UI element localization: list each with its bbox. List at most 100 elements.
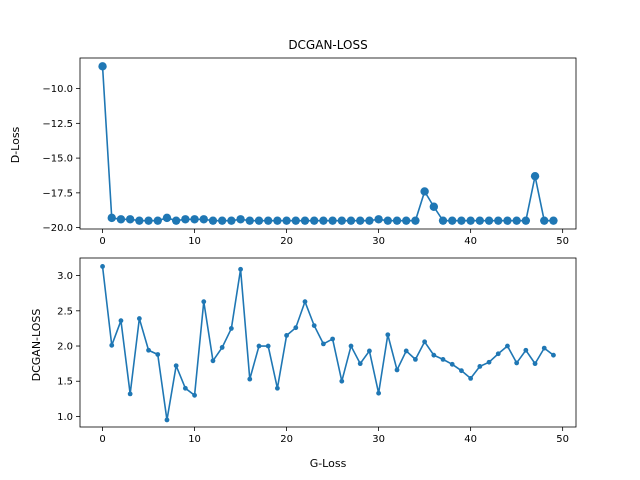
- data-point: [420, 187, 429, 196]
- data-point: [116, 215, 126, 224]
- data-point: [448, 216, 457, 225]
- data-point: [530, 171, 540, 181]
- data-point: [541, 345, 547, 351]
- data-point: [319, 216, 328, 225]
- x-tick-label: 0: [99, 236, 105, 247]
- data-point: [208, 216, 218, 225]
- data-point: [495, 351, 501, 357]
- data-point: [127, 391, 133, 397]
- data-point: [236, 215, 245, 224]
- data-point: [181, 215, 190, 224]
- data-point: [190, 215, 199, 224]
- data-point: [413, 357, 418, 362]
- data-point: [107, 213, 116, 223]
- y-tick-label: −20.0: [42, 223, 73, 234]
- data-point: [135, 216, 144, 225]
- data-point: [118, 318, 124, 324]
- y-tick-label: 2.5: [57, 306, 73, 317]
- data-point: [173, 363, 179, 369]
- data-point: [346, 216, 356, 225]
- data-point: [171, 216, 181, 225]
- data-point: [182, 385, 188, 391]
- data-point: [383, 216, 393, 225]
- data-point: [374, 215, 383, 224]
- data-point: [144, 216, 153, 225]
- x-tick-label: 10: [188, 434, 201, 445]
- data-point: [339, 378, 345, 384]
- data-point: [402, 216, 411, 225]
- data-point: [162, 213, 172, 223]
- data-point: [385, 332, 391, 338]
- y-tick-label: 1.0: [57, 412, 73, 423]
- x-tick-label: 20: [280, 236, 293, 247]
- data-point: [392, 216, 402, 225]
- data-point: [337, 216, 346, 225]
- data-point: [254, 216, 264, 225]
- data-point: [328, 216, 337, 225]
- data-point: [532, 361, 538, 367]
- y-tick-label: −15.0: [42, 154, 73, 165]
- data-point: [228, 326, 234, 331]
- data-point: [523, 347, 529, 353]
- data-point: [293, 325, 299, 331]
- y-axis-label: DCGAN-LOSS: [30, 309, 43, 382]
- data-point: [199, 215, 208, 224]
- data-point: [514, 360, 520, 366]
- data-point: [310, 216, 319, 225]
- data-point: [247, 376, 253, 382]
- data-point: [422, 339, 428, 345]
- data-point: [540, 216, 549, 225]
- data-point: [475, 216, 485, 225]
- data-point: [238, 266, 243, 272]
- data-point: [549, 216, 558, 225]
- y-axis-label: D-Loss: [9, 126, 22, 163]
- data-point: [300, 216, 310, 225]
- data-point: [486, 359, 492, 365]
- plot-frame: [79, 257, 577, 428]
- data-point: [365, 216, 374, 225]
- data-point: [348, 343, 354, 349]
- data-point: [265, 343, 271, 349]
- series-line: [101, 266, 554, 421]
- x-tick-label: 40: [464, 236, 477, 247]
- plot-frame: [79, 57, 577, 230]
- data-point: [551, 352, 556, 358]
- data-point: [227, 216, 236, 225]
- d-loss-series: [98, 62, 558, 225]
- chart-title: DCGAN-LOSS: [288, 38, 367, 52]
- data-point: [357, 361, 363, 367]
- data-point: [136, 316, 142, 321]
- data-point: [192, 392, 197, 398]
- x-tick-label: 30: [372, 434, 385, 445]
- y-tick-label: −12.5: [42, 119, 73, 130]
- d-loss-subplot: DCGAN-LOSS D-Loss 0 10 20 30 40 50 −20.0 −17.5…: [9, 38, 577, 247]
- x-tick-label: 10: [188, 236, 201, 247]
- y-axis-ticks: −20.0 −17.5 −15.0 −12.5 −10.0: [42, 84, 80, 234]
- x-tick-label: 40: [464, 434, 477, 445]
- data-point: [468, 376, 474, 381]
- data-point: [291, 216, 300, 225]
- x-axis-label: G-Loss: [310, 457, 347, 470]
- x-tick-label: 20: [280, 434, 293, 445]
- data-point: [411, 216, 420, 225]
- data-point: [457, 216, 466, 225]
- data-point: [403, 348, 409, 354]
- data-point: [330, 336, 335, 342]
- y-tick-label: 2.0: [57, 342, 73, 353]
- data-point: [210, 358, 216, 364]
- data-point: [494, 216, 503, 225]
- x-tick-label: 0: [99, 434, 105, 445]
- x-tick-label: 30: [372, 236, 385, 247]
- data-point: [125, 215, 135, 224]
- data-point: [440, 357, 446, 362]
- data-point: [311, 323, 317, 328]
- data-point: [263, 216, 273, 225]
- x-tick-label: 50: [556, 236, 569, 247]
- data-point: [146, 347, 151, 353]
- data-point: [245, 216, 254, 225]
- y-axis-ticks: 1.0 1.5 2.0 2.5 3.0: [57, 271, 80, 423]
- data-point: [201, 299, 207, 305]
- data-point: [321, 341, 326, 347]
- data-point: [429, 202, 439, 211]
